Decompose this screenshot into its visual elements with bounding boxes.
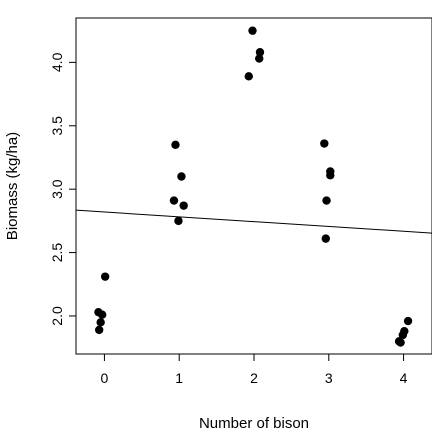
data-point	[398, 330, 408, 340]
x-tick-label: 3	[325, 370, 333, 386]
y-tick-label: 3.5	[49, 116, 65, 136]
data-point	[403, 316, 413, 326]
data-point	[177, 172, 186, 181]
x-tick-label: 4	[400, 370, 408, 386]
data-point	[255, 54, 264, 63]
y-tick-label: 3.0	[49, 179, 65, 199]
data-point	[326, 171, 335, 180]
y-tick-label: 2.5	[49, 243, 65, 263]
y-axis-title: Biomass (kg/ha)	[4, 132, 21, 240]
data-point	[248, 26, 257, 35]
y-axis: 2.0 2.5 3.0 3.5 4.0	[49, 52, 76, 326]
y-tick-label: 4.0	[49, 52, 65, 72]
regression-line	[75, 209, 432, 234]
plot-frame	[75, 17, 432, 355]
x-tick-label: 0	[101, 370, 109, 386]
y-tick-label: 2.0	[49, 306, 65, 326]
data-point	[244, 72, 253, 81]
data-point	[97, 310, 107, 319]
x-tick-label: 2	[250, 370, 258, 386]
data-point	[169, 196, 179, 205]
x-axis: 0 1 2 3 4	[101, 354, 408, 386]
data-point	[171, 140, 180, 149]
data-point	[174, 216, 183, 226]
data-point	[94, 325, 104, 335]
x-tick-label: 1	[175, 370, 183, 386]
data-point	[321, 234, 330, 243]
data-point	[322, 196, 331, 205]
x-axis-title: Number of bison	[199, 415, 309, 432]
data-point	[320, 139, 329, 148]
data-point	[255, 48, 265, 57]
plot-area	[75, 26, 432, 347]
data-point	[100, 272, 110, 281]
data-point	[179, 201, 188, 210]
data-point	[396, 338, 405, 347]
data-point	[96, 318, 105, 327]
